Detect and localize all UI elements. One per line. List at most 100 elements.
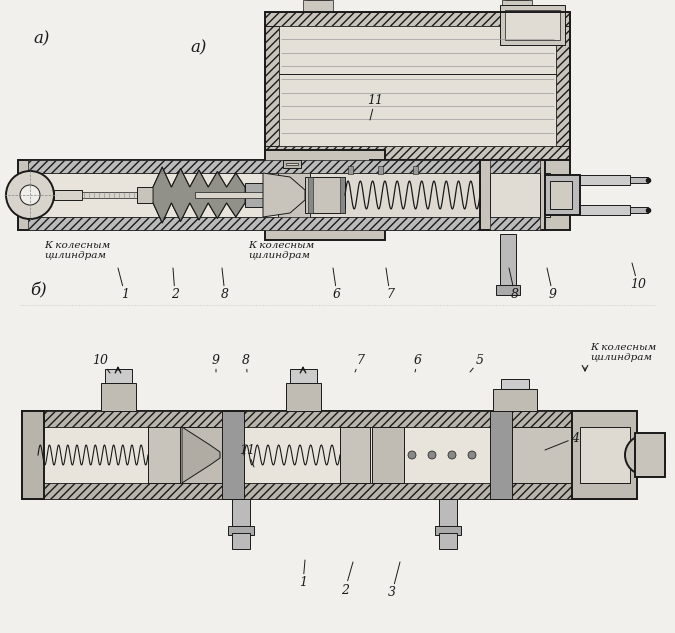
Bar <box>630 207 648 213</box>
Bar <box>435 526 461 535</box>
Circle shape <box>468 451 476 459</box>
Bar <box>232 499 250 529</box>
Bar <box>580 427 630 483</box>
Bar <box>286 163 298 165</box>
Bar <box>340 427 370 483</box>
Bar <box>101 383 136 411</box>
Bar <box>265 146 570 160</box>
Text: 6: 6 <box>414 353 422 372</box>
Circle shape <box>428 451 436 459</box>
Text: К колесным
цилиндрам: К колесным цилиндрам <box>44 241 110 260</box>
Bar <box>493 389 537 411</box>
Bar <box>630 177 648 183</box>
Text: 9: 9 <box>212 353 220 372</box>
Bar <box>245 183 263 207</box>
Bar <box>490 217 540 230</box>
Bar <box>305 177 345 213</box>
Bar <box>303 0 333 12</box>
Bar <box>22 411 44 499</box>
Bar <box>378 166 383 174</box>
Bar <box>439 499 457 529</box>
Text: 6: 6 <box>333 268 341 301</box>
Bar <box>28 160 528 173</box>
Text: 3: 3 <box>388 562 400 599</box>
Bar <box>18 160 278 230</box>
Bar <box>228 526 254 535</box>
Bar <box>635 433 665 477</box>
Bar <box>195 192 270 198</box>
Bar <box>28 173 278 217</box>
Bar <box>36 427 619 483</box>
Text: 11: 11 <box>239 444 255 467</box>
Text: 8: 8 <box>509 268 519 301</box>
Text: 9: 9 <box>547 268 557 301</box>
Bar <box>148 427 180 483</box>
Text: 4: 4 <box>545 432 579 450</box>
Bar <box>182 427 222 483</box>
Bar <box>505 10 560 40</box>
Polygon shape <box>182 427 220 483</box>
Circle shape <box>20 185 40 205</box>
Text: 1: 1 <box>299 560 307 589</box>
Bar <box>286 383 321 411</box>
Bar <box>580 175 630 185</box>
Text: 7: 7 <box>386 268 394 301</box>
Bar <box>265 12 570 26</box>
Circle shape <box>408 451 416 459</box>
Text: а): а) <box>33 30 49 47</box>
Bar <box>28 217 528 230</box>
Bar <box>490 411 512 499</box>
Text: К колесным
цилиндрам: К колесным цилиндрам <box>590 342 656 362</box>
Bar <box>265 150 385 240</box>
Text: б): б) <box>30 282 47 299</box>
Bar <box>137 187 153 203</box>
Bar <box>340 177 345 213</box>
Bar <box>500 5 565 45</box>
Text: 10: 10 <box>92 353 110 373</box>
Text: К колесным
цилиндрам: К колесным цилиндрам <box>248 241 315 260</box>
Bar <box>480 160 545 230</box>
Bar <box>222 411 244 499</box>
Bar <box>490 173 540 217</box>
Bar <box>439 533 457 549</box>
Bar <box>550 181 572 209</box>
Bar <box>310 173 550 217</box>
Bar <box>348 166 353 174</box>
Circle shape <box>448 451 456 459</box>
Circle shape <box>625 435 665 475</box>
Bar <box>36 483 619 499</box>
Text: 8: 8 <box>242 353 250 372</box>
Circle shape <box>6 171 54 219</box>
Text: 1: 1 <box>118 268 129 301</box>
Bar <box>265 12 570 160</box>
Bar <box>232 533 250 549</box>
Text: 7: 7 <box>355 353 364 372</box>
Bar <box>372 427 404 483</box>
Bar <box>370 160 570 230</box>
Bar <box>283 160 301 168</box>
Bar <box>279 26 556 146</box>
Bar <box>556 26 570 146</box>
Text: 11: 11 <box>367 94 383 120</box>
Bar <box>54 190 82 200</box>
Text: а): а) <box>190 39 207 56</box>
Bar <box>502 0 532 12</box>
Bar <box>545 175 580 215</box>
Text: 8: 8 <box>221 268 229 301</box>
Bar <box>290 369 317 383</box>
Bar <box>496 285 520 295</box>
Bar <box>512 427 572 483</box>
Bar <box>572 411 637 499</box>
Bar <box>36 411 619 427</box>
Bar <box>500 234 516 290</box>
Text: 5: 5 <box>470 353 484 372</box>
Bar <box>265 26 279 146</box>
Polygon shape <box>263 173 305 217</box>
Bar <box>308 177 313 213</box>
Bar <box>105 369 132 383</box>
Bar <box>82 192 137 198</box>
Bar <box>490 160 540 173</box>
Text: 2: 2 <box>341 562 353 596</box>
Bar <box>501 379 529 389</box>
Polygon shape <box>153 167 245 223</box>
